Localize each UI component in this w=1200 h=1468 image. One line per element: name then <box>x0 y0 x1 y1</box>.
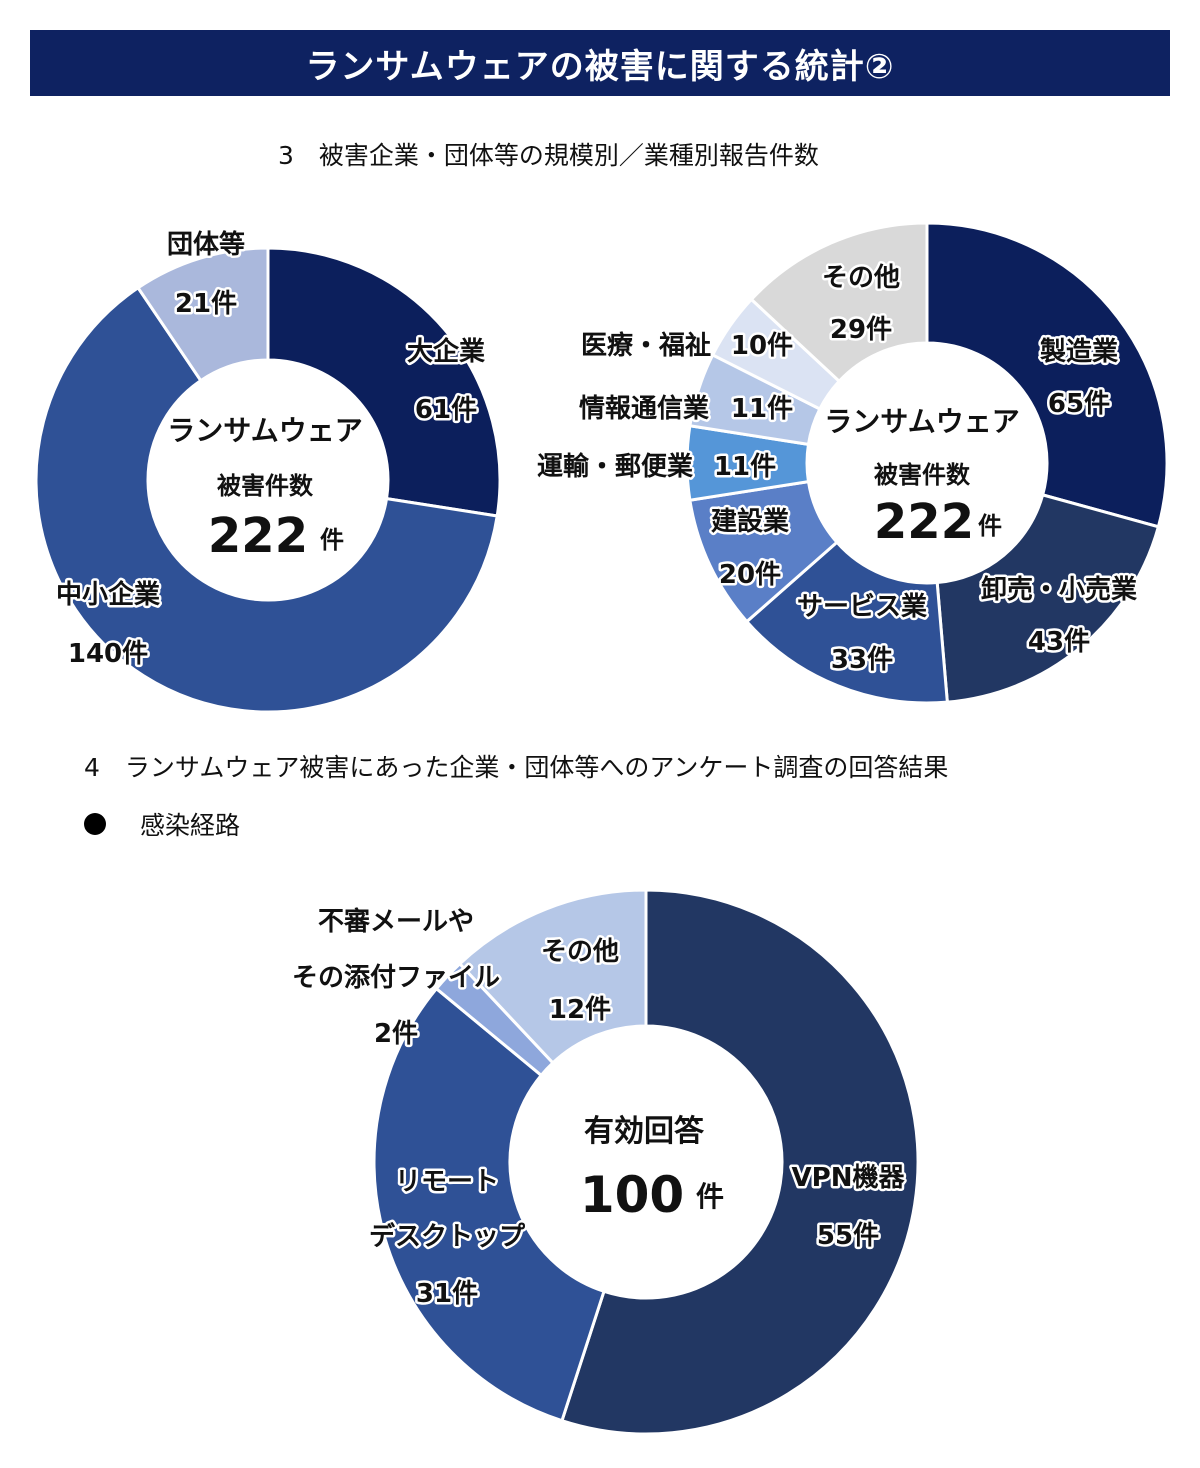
donut3-slice-name: その他 <box>541 937 619 967</box>
donut1-slice-2 <box>34 285 499 714</box>
donut1-slice-value: 21件 <box>175 289 237 319</box>
donut2-slice-value: 10件 <box>731 331 793 361</box>
donut3-slice-name: リモート <box>395 1167 499 1197</box>
donut2-center-subtitle: 被害件数 <box>874 461 971 489</box>
donut1-slice-name: 中小企業 <box>56 579 160 610</box>
donut2-slice-name: 運輸・郵便業 <box>537 451 693 482</box>
donut1-slice-1 <box>266 246 502 518</box>
donut2-slice-value: 33件 <box>831 645 893 675</box>
section3-caption: 3 被害企業・団体等の規模別／業種別報告件数 <box>278 141 819 170</box>
donut2-center-value: 222 <box>874 494 974 550</box>
donut3-slice-2 <box>372 986 606 1423</box>
donut2-center-unit: 件 <box>978 512 1002 540</box>
donut2-slice-name: 情報通信業 <box>579 394 709 424</box>
donut2-slice-value: 20件 <box>719 560 781 590</box>
donut2-slice-8 <box>749 221 929 384</box>
donut1-center-subtitle: 被害件数 <box>217 472 314 500</box>
donut1-center-value: 222 <box>208 508 308 564</box>
donut2-slice-name: 製造業 <box>1040 337 1118 367</box>
donut2-slice-name: サービス業 <box>797 592 927 622</box>
donut3-slice-name: その添付ファイル <box>292 963 500 993</box>
donut1-slice-name: 団体等 <box>167 229 245 260</box>
donut3-slice-name: 不審メールや <box>318 907 474 937</box>
donut2-slice-name: その他 <box>822 263 900 293</box>
donut2-slice-value: 29件 <box>830 315 892 345</box>
section4-caption: 4 ランサムウェア被害にあった企業・団体等へのアンケート調査の回答結果 <box>84 753 949 782</box>
donut3-slice-4 <box>457 888 648 1065</box>
donut2-slice-3 <box>744 540 949 705</box>
donut3-slice-name: VPN機器 <box>792 1163 906 1193</box>
page-title: ランサムウェアの被害に関する統計② <box>30 30 1170 96</box>
donut2-slice-value: 11件 <box>731 394 793 424</box>
donut1-slice-3 <box>136 246 270 383</box>
donut1-center-unit: 件 <box>320 526 344 554</box>
donut2-slice-value: 65件 <box>1048 389 1110 419</box>
donut3-slice-1 <box>560 888 920 1436</box>
donut2-slice-name: 卸売・小売業 <box>981 574 1137 605</box>
donut2-center-title: ランサムウェア <box>824 405 1019 438</box>
donut2-slice-name: 建設業 <box>711 506 789 537</box>
donut2-slice-name: 医療・福祉 <box>581 331 711 361</box>
donut2-slice-1 <box>925 221 1169 529</box>
donut3-slice-value: 2件 <box>374 1019 418 1049</box>
donut3-center-unit: 件 <box>696 1180 724 1213</box>
donut3-slice-name: デスクトップ <box>369 1221 526 1252</box>
bullet-label: 感染経路 <box>140 811 241 840</box>
donut3-slice-value: 12件 <box>549 995 611 1025</box>
donut1-slice-name: 大企業 <box>407 336 485 367</box>
donut1-center-title: ランサムウェア <box>167 414 362 447</box>
donut3-center-title: 有効回答 <box>584 1114 705 1149</box>
donut2-slice-2 <box>935 493 1161 704</box>
donut1-slice-value: 140件 <box>68 639 148 669</box>
donut2-slice-value: 11件 <box>714 452 776 482</box>
donut2-slice-value: 43件 <box>1028 627 1090 657</box>
donut3-slice-value: 31件 <box>416 1279 478 1309</box>
donut3-center-value: 100 <box>580 1166 684 1224</box>
bullet-icon <box>84 813 106 835</box>
donut1-slice-value: 61件 <box>415 395 477 425</box>
donut3-slice-value: 55件 <box>817 1221 879 1251</box>
